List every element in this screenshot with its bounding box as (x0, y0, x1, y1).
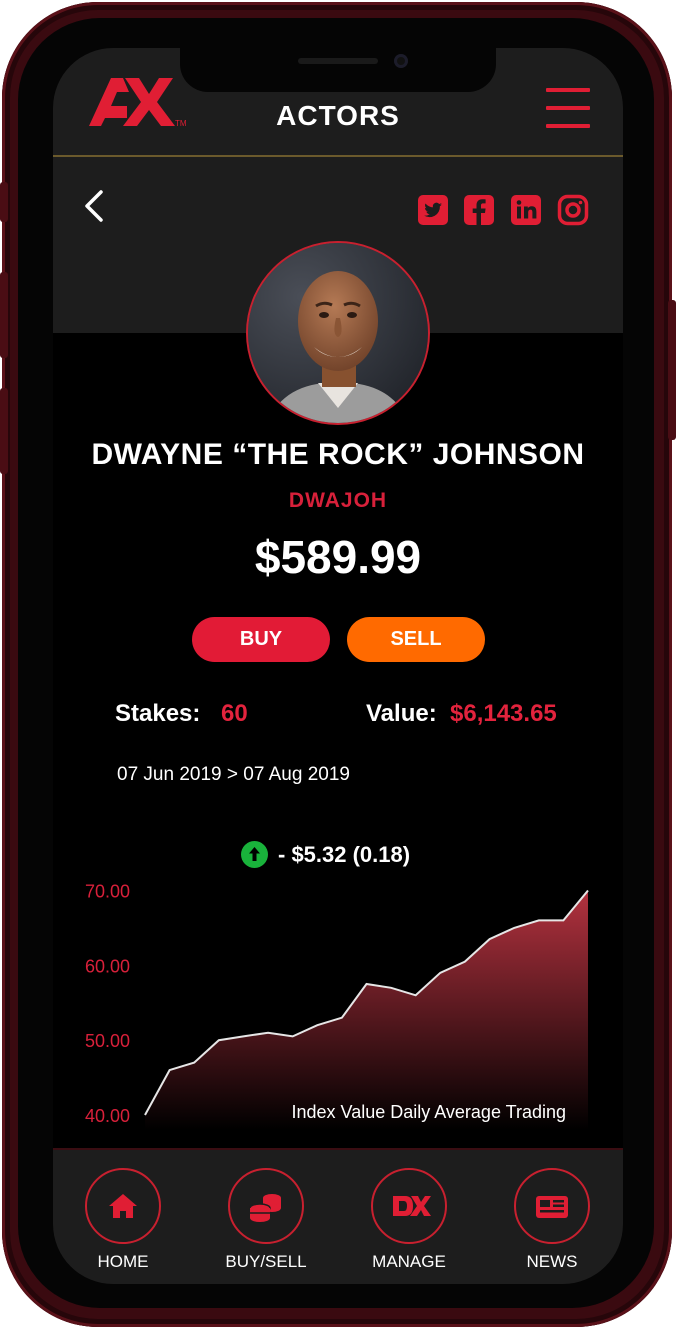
speaker-grill (298, 58, 378, 64)
stakes-value: 60 (221, 700, 248, 727)
price-change-text: - $5.32 (0.18) (278, 841, 411, 867)
actor-ticker: DWAJOH (288, 489, 388, 512)
phone-power-button (668, 300, 676, 440)
instagram-icon[interactable] (557, 194, 589, 226)
dx-logo-icon (371, 1168, 447, 1244)
y-tick-label: 60.00 (85, 956, 130, 976)
page-title: ACTORS (276, 100, 400, 131)
nav-label-news: NEWS (526, 1252, 578, 1271)
phone-volume-down (0, 388, 8, 474)
svg-text:TM: TM (175, 119, 187, 128)
twitter-icon[interactable] (417, 194, 449, 226)
phone-notch (180, 48, 496, 92)
home-icon (85, 1168, 161, 1244)
actor-avatar (246, 241, 430, 425)
linkedin-icon[interactable] (510, 194, 542, 226)
up-arrow-icon (241, 841, 268, 868)
nav-home[interactable]: HOME (73, 1168, 173, 1272)
app-header: TM ACTORS (53, 48, 623, 157)
y-tick-label: 50.00 (85, 1031, 130, 1051)
nav-label-manage: MANAGE (372, 1252, 446, 1271)
buy-button[interactable]: BUY (192, 617, 330, 662)
value-amount: $6,143.65 (450, 700, 557, 727)
bottom-navigation: HOME BUY/SELL (53, 1148, 623, 1284)
nav-label-home: HOME (97, 1252, 149, 1271)
facebook-icon[interactable] (463, 194, 495, 226)
y-tick-label: 40.00 (85, 1106, 130, 1126)
y-tick-label: 70.00 (85, 881, 130, 901)
hamburger-menu-icon[interactable] (546, 88, 590, 128)
news-icon (514, 1168, 590, 1244)
actor-name: DWAYNE “THE ROCK” JOHNSON (91, 438, 585, 471)
price-area-chart: 70.00 60.00 50.00 40.00 (85, 881, 589, 1130)
app-screen: TM ACTORS (53, 48, 623, 1284)
chart-series-line (144, 889, 589, 1116)
share-price: $589.99 (254, 531, 422, 583)
phone-side-button (0, 182, 8, 222)
front-camera (394, 54, 408, 68)
nav-news[interactable]: NEWS (502, 1168, 602, 1272)
date-range[interactable]: 07 Jun 2019 > 07 Aug 2019 (117, 764, 350, 785)
price-change-badge: - $5.32 (0.18) (241, 841, 410, 868)
stakes-label: Stakes: (115, 700, 201, 727)
nav-buy-sell[interactable]: BUY/SELL (216, 1168, 316, 1272)
brand-logo[interactable]: TM (87, 74, 187, 130)
phone-volume-up (0, 272, 8, 358)
nav-manage[interactable]: MANAGE (359, 1168, 459, 1272)
sell-button[interactable]: SELL (347, 617, 485, 662)
coins-icon (228, 1168, 304, 1244)
chart-caption: Index Value Daily Average Trading (291, 1102, 566, 1122)
back-arrow-icon[interactable] (79, 189, 109, 223)
value-label: Value: (366, 700, 437, 727)
nav-label-buy-sell: BUY/SELL (225, 1252, 307, 1271)
